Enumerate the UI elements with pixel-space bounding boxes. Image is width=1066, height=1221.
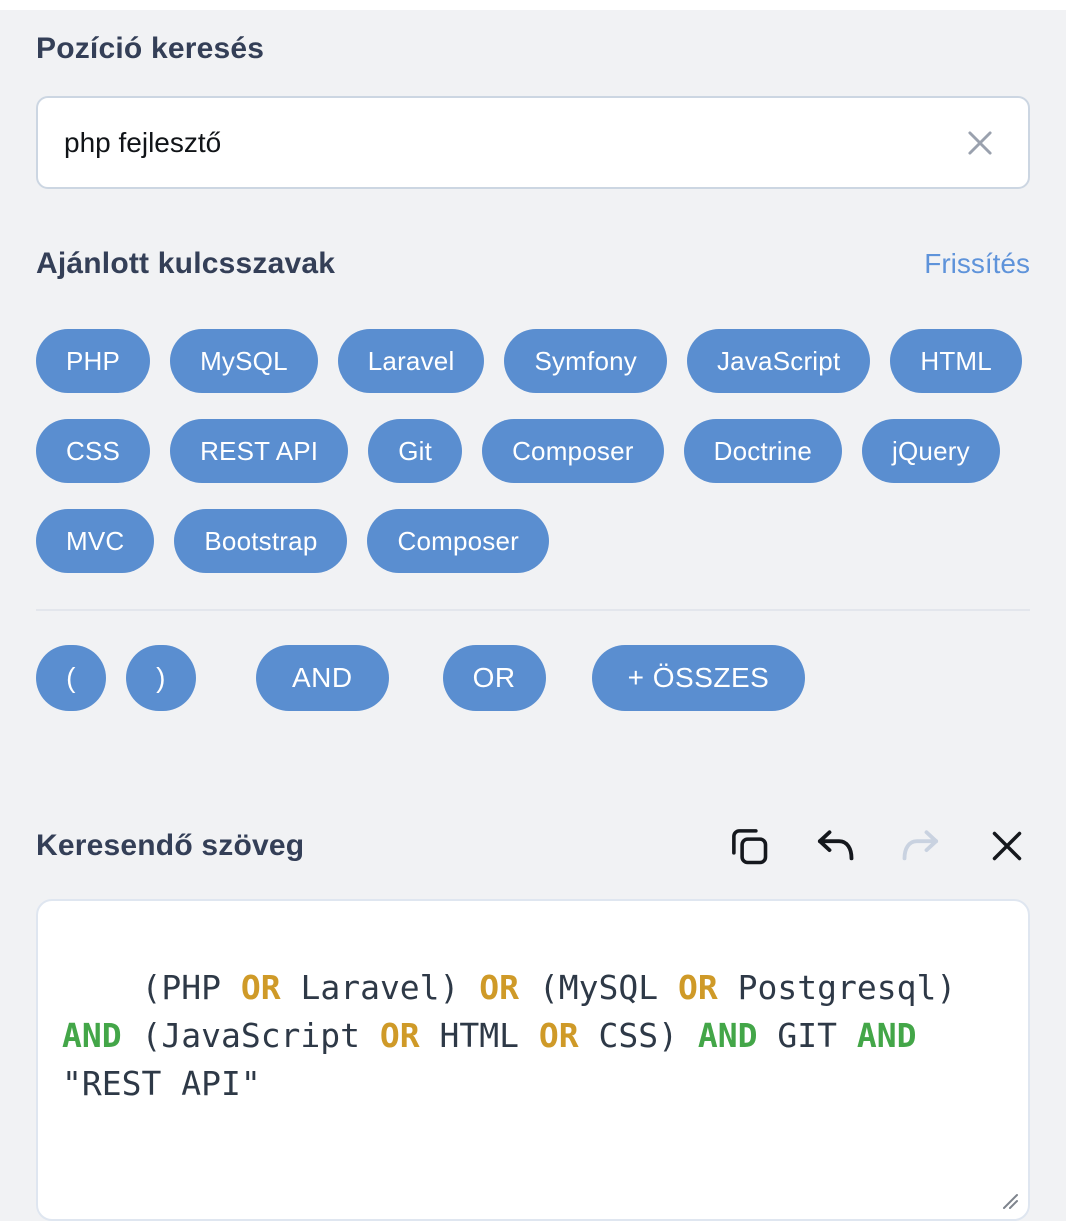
- keyword-chip[interactable]: PHP: [36, 329, 151, 393]
- keyword-chip[interactable]: MVC: [36, 509, 155, 573]
- query-toolbar: [726, 823, 1030, 869]
- undo-button[interactable]: [812, 823, 858, 869]
- keyword-chip[interactable]: Symfony: [504, 329, 667, 393]
- clear-search-button[interactable]: [952, 115, 1008, 171]
- refresh-link[interactable]: Frissítés: [924, 248, 1030, 279]
- or-token: OR: [240, 968, 281, 1007]
- query-header: Keresendő szöveg: [36, 823, 1030, 869]
- keyword-chip[interactable]: jQuery: [862, 419, 1000, 483]
- copy-button[interactable]: [726, 823, 772, 869]
- divider: [36, 609, 1030, 611]
- operator-button-or[interactable]: OR: [442, 645, 546, 711]
- or-token: OR: [379, 1016, 420, 1055]
- keyword-chip[interactable]: Doctrine: [683, 419, 843, 483]
- keyword-chip[interactable]: Bootstrap: [174, 509, 348, 573]
- or-token: OR: [479, 968, 520, 1007]
- or-token: OR: [538, 1016, 579, 1055]
- resize-handle-icon[interactable]: [1000, 1191, 1020, 1211]
- close-query-button[interactable]: [984, 823, 1030, 869]
- keywords-title: Ajánlott kulcsszavak: [36, 247, 336, 280]
- search-panel: Pozíció keresés Ajánlott kulcsszavak Fri…: [0, 32, 1066, 1221]
- query-textarea[interactable]: (PHP OR Laravel) OR (MySQL OR Postgresql…: [36, 899, 1030, 1221]
- keyword-chip-list: PHP MySQL Laravel Symfony JavaScript HTML CSS R…: [36, 329, 1030, 573]
- operator-button-[interactable]: ): [126, 645, 196, 711]
- position-search-field-wrap: [36, 96, 1030, 189]
- keyword-chip[interactable]: Laravel: [337, 329, 485, 393]
- operator-button-row: () AND OR + ÖSSZES: [36, 645, 1030, 711]
- keyword-chip[interactable]: Composer: [482, 419, 664, 483]
- operator-button-and[interactable]: AND: [256, 645, 389, 711]
- keyword-chip[interactable]: CSS: [36, 419, 151, 483]
- operator-button-összes[interactable]: + ÖSSZES: [591, 645, 806, 711]
- top-strip: [0, 0, 1066, 10]
- operator-button-[interactable]: (: [36, 645, 106, 711]
- and-token: AND: [697, 1016, 758, 1055]
- keyword-chip[interactable]: Composer: [367, 509, 550, 573]
- redo-button[interactable]: [898, 823, 944, 869]
- close-icon: [992, 831, 1022, 861]
- redo-icon: [902, 830, 939, 861]
- keyword-chip[interactable]: REST API: [170, 419, 349, 483]
- copy-icon: [732, 829, 768, 865]
- keyword-chip[interactable]: Git: [368, 419, 463, 483]
- x-clear-icon: [968, 130, 992, 155]
- keyword-chip[interactable]: MySQL: [170, 329, 318, 393]
- or-token: OR: [678, 968, 718, 1007]
- position-search-title: Pozíció keresés: [36, 32, 265, 65]
- position-search-input[interactable]: [36, 96, 1030, 189]
- and-token: AND: [856, 1016, 917, 1055]
- keywords-header: Ajánlott kulcsszavak Frissítés: [36, 247, 1030, 281]
- keyword-chip[interactable]: JavaScript: [686, 329, 871, 393]
- query-title: Keresendő szöveg: [36, 829, 305, 862]
- and-token: AND: [62, 1016, 122, 1055]
- undo-icon: [817, 830, 854, 861]
- keyword-chip[interactable]: HTML: [890, 329, 1022, 393]
